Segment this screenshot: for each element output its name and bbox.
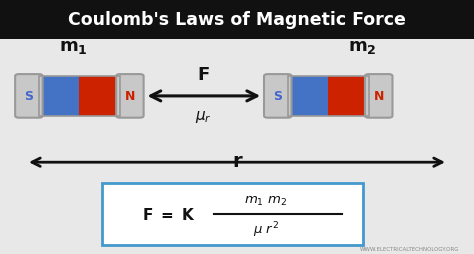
Text: $\mu_r$: $\mu_r$ [195, 108, 212, 124]
Bar [288, 77, 369, 116]
FancyBboxPatch shape [264, 75, 292, 118]
Bar [328, 77, 369, 116]
Text: $\mathbf{F\ =\ K}$: $\mathbf{F\ =\ K}$ [142, 206, 195, 222]
Text: F: F [198, 66, 210, 84]
Text: $\mathbf{m_2}$: $\mathbf{m_2}$ [348, 38, 377, 56]
Text: S: S [273, 90, 282, 103]
Text: Coulomb's Laws of Magnetic Force: Coulomb's Laws of Magnetic Force [68, 11, 406, 29]
Bar [39, 77, 120, 116]
Text: N: N [125, 90, 135, 103]
Text: $m_1\ m_2$: $m_1\ m_2$ [244, 194, 287, 207]
FancyBboxPatch shape [116, 75, 144, 118]
FancyBboxPatch shape [102, 183, 363, 245]
Bar [0, 0, 474, 39]
Text: S: S [25, 90, 33, 103]
Text: r: r [232, 152, 242, 171]
FancyBboxPatch shape [365, 75, 392, 118]
Bar [39, 77, 79, 116]
Text: $\mu\ r^2$: $\mu\ r^2$ [253, 220, 279, 239]
Text: WWW.ELECTRICALTECHNOLOGY.ORG: WWW.ELECTRICALTECHNOLOGY.ORG [360, 246, 460, 251]
FancyBboxPatch shape [15, 75, 43, 118]
Text: $\mathbf{m_1}$: $\mathbf{m_1}$ [59, 38, 88, 56]
Bar [288, 77, 328, 116]
Bar [79, 77, 120, 116]
Text: N: N [374, 90, 384, 103]
